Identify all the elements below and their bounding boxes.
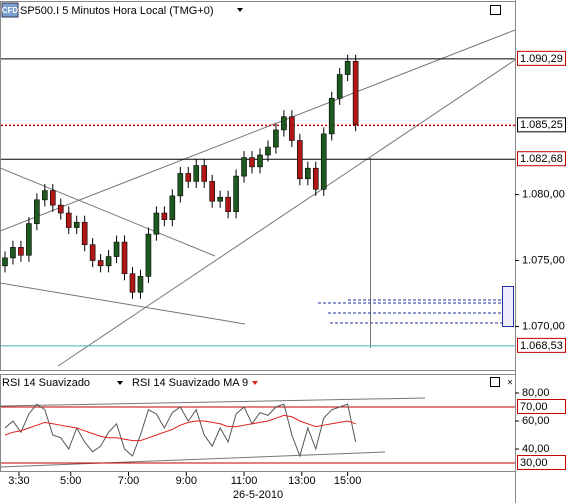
x-tick-label: 15:00 xyxy=(334,475,362,487)
trend-lines xyxy=(0,29,516,468)
x-tick-label: 9:00 xyxy=(176,475,197,487)
rsi-maximize-button[interactable] xyxy=(490,377,500,387)
candle-body xyxy=(34,199,40,224)
rsi-trend-line xyxy=(0,397,426,407)
candle-body xyxy=(42,190,48,201)
y-tick-label: 40,00 xyxy=(522,443,550,455)
rsi-legend[interactable]: RSI 14 Suavizado xyxy=(2,377,90,389)
level-label: 1.068,53 xyxy=(520,340,563,352)
x-tick-label: 3:30 xyxy=(8,475,29,487)
trend-line xyxy=(0,282,246,325)
rsi-line xyxy=(4,403,357,458)
candle-body xyxy=(57,204,64,214)
trend-line xyxy=(0,29,516,232)
candle-body xyxy=(129,273,136,293)
rsi-ma-legend[interactable]: RSI 14 Suavizado MA 9 xyxy=(132,377,248,389)
candle-body xyxy=(336,74,343,99)
cfd-icon-label: CFD xyxy=(2,6,19,15)
order-icons[interactable] xyxy=(502,286,514,327)
candle-body xyxy=(105,256,112,267)
candle-body xyxy=(65,212,72,228)
candle-body xyxy=(169,195,176,220)
candle-body xyxy=(49,190,56,206)
y-tick-label: 80,00 xyxy=(522,387,550,399)
candle-body xyxy=(257,154,263,168)
rsi-trend-line xyxy=(0,451,386,468)
candle-body xyxy=(161,212,168,220)
candle-body xyxy=(89,244,96,261)
candle-body xyxy=(241,157,247,177)
candle-body xyxy=(217,196,223,202)
candle-body xyxy=(201,165,208,182)
candle-body xyxy=(281,116,287,131)
candle-body xyxy=(81,221,88,245)
candle-body xyxy=(137,276,144,293)
level-label: 70,00 xyxy=(520,401,548,413)
candle-body xyxy=(352,61,359,125)
candle-body xyxy=(344,61,351,75)
y-tick-label: 1.070,00 xyxy=(522,320,565,332)
x-tick-label: 13:00 xyxy=(288,475,316,487)
candle-body xyxy=(225,196,231,213)
candle-body xyxy=(297,140,303,180)
candle-body xyxy=(73,221,80,228)
candle-body xyxy=(10,247,16,259)
level-label-box xyxy=(517,398,566,414)
level-label: 1.085,25 xyxy=(520,119,563,131)
candle-body xyxy=(273,129,279,148)
level-label-box xyxy=(517,337,566,353)
cfd-icon xyxy=(1,2,19,18)
x-tick-label: 11:00 xyxy=(231,475,258,487)
candle-body xyxy=(121,241,128,275)
level-label-box xyxy=(517,117,566,133)
candle-body xyxy=(2,257,8,267)
candle-body xyxy=(320,133,327,190)
level-label-box xyxy=(517,151,566,167)
y-tick-label: 60,00 xyxy=(522,415,550,427)
candle-body xyxy=(265,146,271,156)
level-label: 1.082,68 xyxy=(520,153,563,165)
candle-body xyxy=(328,97,335,135)
candle-body xyxy=(249,157,255,168)
rsi-line xyxy=(4,414,356,442)
trend-line xyxy=(57,59,516,367)
candle-body xyxy=(153,212,160,235)
candle-body xyxy=(193,165,200,182)
candle-body xyxy=(209,181,215,202)
candle-body xyxy=(177,173,184,197)
candle-body xyxy=(305,167,311,180)
y-tick-label: 1.075,00 xyxy=(522,254,565,266)
level-label-box xyxy=(517,50,566,66)
legend-dropdown[interactable] xyxy=(117,381,123,385)
level-label: 1.090,29 xyxy=(520,53,563,65)
x-tick-label: 7:00 xyxy=(118,475,139,487)
maximize-button[interactable] xyxy=(490,5,501,15)
date-label: 26-5-2010 xyxy=(233,489,283,501)
order-lines xyxy=(318,299,505,324)
trend-line xyxy=(0,167,216,257)
candle-body xyxy=(185,173,192,182)
candle-body xyxy=(145,233,152,277)
y-tick-label: 1.080,00 xyxy=(522,188,565,200)
chart-title[interactable]: SP500.I 5 Minutos Hora Local (TMG+0) xyxy=(20,5,214,17)
legend-dropdown[interactable] xyxy=(252,381,258,385)
candle-body xyxy=(312,167,319,190)
candle-body xyxy=(233,175,239,213)
candle-body xyxy=(26,223,32,256)
level-label: 30,00 xyxy=(520,457,548,469)
candle-body xyxy=(18,247,24,256)
candle-body xyxy=(97,260,104,267)
candle-body xyxy=(113,241,120,257)
rsi-close-button[interactable]: × xyxy=(507,378,513,389)
candle-body xyxy=(289,116,295,141)
title-dropdown[interactable] xyxy=(237,8,243,12)
level-label-box xyxy=(517,455,566,471)
x-tick-label: 5:00 xyxy=(60,475,81,487)
